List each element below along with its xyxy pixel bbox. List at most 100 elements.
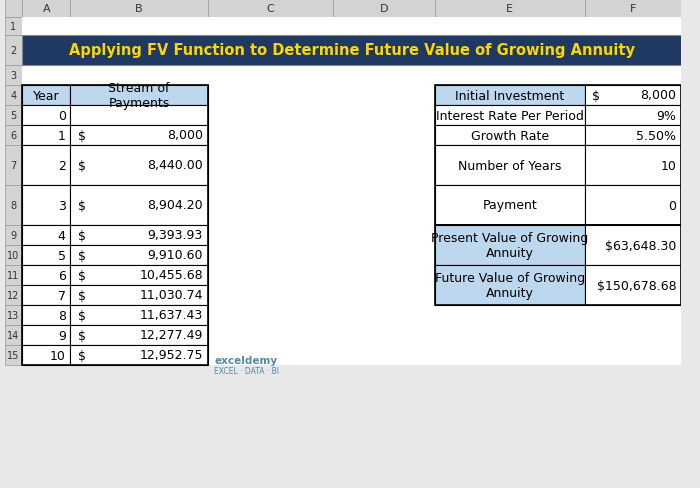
- Bar: [71, 325, 208, 346]
- Bar: [5, 36, 22, 66]
- Text: D: D: [380, 4, 389, 14]
- Text: B: B: [135, 4, 143, 14]
- Text: 10,455.68: 10,455.68: [139, 269, 203, 282]
- Bar: [435, 185, 584, 225]
- Text: 10: 10: [661, 159, 676, 172]
- Bar: [22, 346, 71, 365]
- Bar: [71, 346, 208, 365]
- Text: $: $: [78, 329, 86, 342]
- Bar: [5, 225, 22, 245]
- Bar: [5, 285, 22, 305]
- Text: $: $: [78, 309, 86, 322]
- Text: 2: 2: [58, 159, 66, 172]
- Bar: [584, 185, 681, 225]
- Text: 12: 12: [7, 290, 20, 301]
- Bar: [22, 185, 71, 225]
- Text: 4: 4: [10, 91, 17, 101]
- Bar: [22, 86, 208, 365]
- Text: 3: 3: [10, 71, 17, 81]
- Bar: [5, 66, 22, 86]
- Text: 8: 8: [57, 309, 66, 322]
- Text: 8,000: 8,000: [640, 89, 676, 102]
- Bar: [5, 185, 22, 225]
- Text: exceldemy: exceldemy: [215, 355, 278, 365]
- Text: 11: 11: [7, 270, 20, 281]
- Text: 7: 7: [10, 161, 17, 171]
- Bar: [71, 146, 208, 185]
- Text: 10: 10: [7, 250, 20, 261]
- Bar: [22, 305, 71, 325]
- Bar: [22, 126, 71, 146]
- Bar: [5, 86, 22, 106]
- Text: 5: 5: [57, 249, 66, 262]
- Bar: [435, 126, 584, 146]
- Text: 9,393.93: 9,393.93: [148, 229, 203, 242]
- Text: 9,910.60: 9,910.60: [148, 249, 203, 262]
- Text: 9: 9: [58, 329, 66, 342]
- Text: EXCEL · DATA · BI: EXCEL · DATA · BI: [214, 366, 279, 375]
- Bar: [71, 305, 208, 325]
- Text: 10: 10: [50, 349, 66, 362]
- Bar: [22, 245, 71, 265]
- Text: $: $: [78, 269, 86, 282]
- Bar: [71, 285, 208, 305]
- Text: $: $: [78, 159, 86, 172]
- Text: A: A: [43, 4, 50, 14]
- Text: Present Value of Growing
Annuity: Present Value of Growing Annuity: [431, 231, 589, 260]
- Bar: [22, 86, 71, 106]
- Text: $: $: [592, 89, 600, 102]
- Bar: [5, 325, 22, 346]
- Text: 6: 6: [10, 131, 17, 141]
- Text: $: $: [78, 199, 86, 212]
- Text: Applying FV Function to Determine Future Value of Growing Annuity: Applying FV Function to Determine Future…: [69, 43, 635, 59]
- Text: $150,678.68: $150,678.68: [597, 279, 676, 292]
- Bar: [22, 146, 71, 185]
- Bar: [435, 0, 584, 18]
- Text: F: F: [630, 4, 636, 14]
- Text: Interest Rate Per Period: Interest Rate Per Period: [436, 109, 584, 122]
- Bar: [584, 86, 681, 106]
- Text: 9: 9: [10, 230, 17, 241]
- Bar: [435, 225, 584, 265]
- Text: E: E: [506, 4, 513, 14]
- Bar: [435, 86, 584, 106]
- Text: 11,030.74: 11,030.74: [139, 289, 203, 302]
- Bar: [22, 225, 71, 245]
- Bar: [584, 146, 681, 185]
- Bar: [584, 225, 681, 265]
- Bar: [584, 106, 681, 126]
- Text: $63,648.30: $63,648.30: [605, 239, 676, 252]
- Bar: [5, 245, 22, 265]
- Text: 3: 3: [58, 199, 66, 212]
- Bar: [584, 265, 681, 305]
- Text: $: $: [78, 229, 86, 242]
- Bar: [5, 265, 22, 285]
- Bar: [22, 285, 71, 305]
- Bar: [71, 86, 208, 106]
- Text: $: $: [78, 289, 86, 302]
- Text: 8,000: 8,000: [167, 129, 203, 142]
- Text: 4: 4: [58, 229, 66, 242]
- Text: Future Value of Growing
Annuity: Future Value of Growing Annuity: [435, 271, 584, 299]
- Text: 7: 7: [57, 289, 66, 302]
- Text: 12,952.75: 12,952.75: [139, 349, 203, 362]
- Bar: [71, 106, 208, 126]
- Text: 14: 14: [7, 330, 20, 340]
- Bar: [71, 126, 208, 146]
- Text: $: $: [78, 249, 86, 262]
- Text: Payment: Payment: [482, 199, 537, 212]
- Text: 1: 1: [10, 22, 17, 32]
- Text: Year: Year: [33, 89, 60, 102]
- Bar: [71, 225, 208, 245]
- Bar: [208, 0, 333, 18]
- Bar: [435, 265, 584, 305]
- Bar: [5, 18, 22, 36]
- Bar: [584, 0, 681, 18]
- Bar: [5, 106, 22, 126]
- Text: 12,277.49: 12,277.49: [139, 329, 203, 342]
- Text: C: C: [267, 4, 274, 14]
- Bar: [5, 0, 22, 18]
- Text: Growth Rate: Growth Rate: [470, 129, 549, 142]
- Text: Number of Years: Number of Years: [458, 159, 561, 172]
- Text: 8: 8: [10, 201, 17, 210]
